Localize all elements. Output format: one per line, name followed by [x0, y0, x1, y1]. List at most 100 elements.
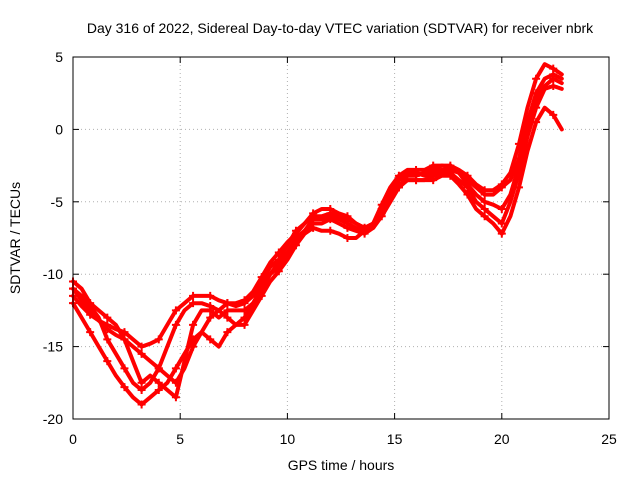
data-point-marker: [514, 183, 523, 192]
data-point-marker: [86, 328, 95, 337]
data-point-marker: [206, 313, 215, 322]
data-point-marker: [429, 176, 438, 185]
series-trace: [71, 105, 564, 407]
grid-lines: [73, 57, 609, 419]
data-point-marker: [137, 386, 146, 395]
data-point-marker: [497, 219, 506, 228]
data-point-marker: [120, 335, 129, 344]
data-point-marker: [103, 313, 112, 322]
data-point-marker: [171, 364, 180, 373]
data-point-marker: [223, 313, 232, 322]
data-point-marker: [532, 74, 541, 83]
data-point-marker: [309, 209, 318, 218]
y-tick-label: -10: [43, 266, 63, 282]
data-point-marker: [480, 205, 489, 214]
data-point-marker: [154, 364, 163, 373]
data-point-marker: [463, 190, 472, 199]
data-point-marker: [154, 335, 163, 344]
data-point-marker: [326, 226, 335, 235]
data-point-marker: [274, 262, 283, 271]
data-point-marker: [480, 197, 489, 206]
data-point-marker: [549, 74, 558, 83]
series-trace: [71, 76, 564, 400]
data-point-marker: [343, 219, 352, 228]
data-point-marker: [223, 328, 232, 337]
y-tick-label: -5: [51, 194, 64, 210]
data-point-marker: [189, 320, 198, 329]
x-tick-label: 0: [69, 431, 77, 447]
axis-ticks: 0 5 10 15 20 25 -20 -15 -10 -5 0 5: [43, 49, 617, 447]
data-point-marker: [189, 291, 198, 300]
data-point-marker: [206, 306, 215, 315]
data-point-marker: [412, 165, 421, 174]
data-point-marker: [377, 200, 386, 209]
data-point-marker: [309, 223, 318, 232]
data-point-marker: [206, 291, 215, 300]
data-point-marker: [480, 186, 489, 195]
data-point-marker: [326, 212, 335, 221]
data-point-marker: [171, 393, 180, 402]
y-tick-label: -15: [43, 339, 63, 355]
y-axis-label: SDTVAR / TECUs: [7, 182, 23, 294]
data-point-marker: [463, 180, 472, 189]
data-point-marker: [86, 299, 95, 308]
data-point-marker: [514, 161, 523, 170]
data-point-marker: [497, 229, 506, 238]
data-point-marker: [257, 273, 266, 282]
data-point-marker: [103, 357, 112, 366]
x-tick-label: 25: [601, 431, 617, 447]
data-point-marker: [394, 183, 403, 192]
data-point-marker: [549, 81, 558, 90]
data-point-marker: [343, 234, 352, 242]
data-point-marker: [480, 212, 489, 221]
data-point-marker: [291, 229, 300, 238]
y-tick-label: -20: [43, 411, 63, 427]
data-point-marker: [189, 342, 198, 351]
data-point-marker: [257, 284, 266, 293]
data-point-marker: [171, 306, 180, 315]
data-point-marker: [394, 171, 403, 180]
data-series: [69, 62, 564, 409]
data-point-marker: [532, 118, 541, 127]
data-point-marker: [463, 171, 472, 180]
data-point-marker: [532, 96, 541, 105]
data-point-marker: [120, 383, 129, 392]
data-point-marker: [189, 299, 198, 308]
data-point-marker: [497, 205, 506, 214]
data-point-marker: [446, 171, 455, 180]
x-tick-label: 20: [494, 431, 510, 447]
data-point-marker: [514, 139, 523, 148]
series-trace: [71, 72, 564, 349]
plot-frame: [72, 56, 610, 420]
data-point-marker: [120, 364, 129, 373]
data-point-marker: [240, 320, 249, 329]
data-point-marker: [154, 378, 163, 387]
series-trace: [71, 84, 564, 392]
data-point-marker: [206, 335, 215, 344]
data-point-marker: [171, 378, 180, 387]
x-tick-label: 10: [280, 431, 296, 447]
data-point-marker: [549, 64, 558, 73]
data-point-marker: [154, 386, 163, 395]
data-point-marker: [343, 212, 352, 221]
x-tick-label: 5: [176, 431, 184, 447]
data-point-marker: [240, 296, 249, 305]
data-point-marker: [326, 205, 335, 214]
data-point-marker: [103, 335, 112, 344]
y-tick-label: 5: [55, 49, 63, 65]
data-point-marker: [429, 161, 438, 170]
x-axis-label: GPS time / hours: [288, 457, 395, 473]
series-trace: [71, 62, 564, 385]
data-point-marker: [137, 342, 146, 351]
y-tick-label: 0: [55, 121, 63, 137]
data-point-marker: [549, 110, 558, 119]
data-point-marker: [360, 223, 369, 232]
data-point-marker: [223, 299, 232, 308]
data-point-marker: [240, 306, 249, 315]
data-point-marker: [223, 306, 232, 315]
data-point-marker: [446, 161, 455, 170]
x-tick-label: 15: [387, 431, 403, 447]
data-point-marker: [274, 248, 283, 257]
